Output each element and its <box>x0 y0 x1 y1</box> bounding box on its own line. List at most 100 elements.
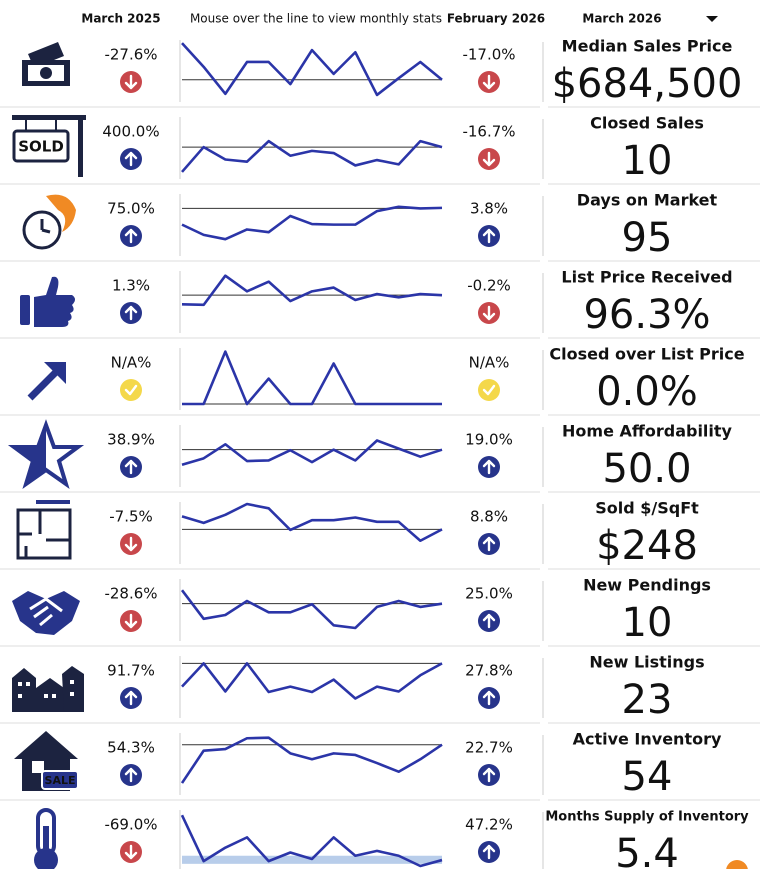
trend-badge-glyph <box>482 305 496 321</box>
trend-badge-glyph <box>124 613 138 629</box>
icon-shape <box>18 682 22 686</box>
change-prev-year: 75.0% <box>107 200 155 218</box>
row-icon <box>16 500 72 560</box>
metric-title: Days on Market <box>577 191 718 210</box>
icon-shape <box>20 295 30 325</box>
change-prev-year: 1.3% <box>112 277 150 295</box>
trend-badge-glyph <box>482 844 496 860</box>
metric-title: Sold $/SqFt <box>595 499 699 518</box>
change-prev-month: -16.7% <box>462 123 515 141</box>
metric-title: Closed Sales <box>590 114 704 133</box>
sparkline[interactable] <box>181 42 443 97</box>
change-prev-month: 19.0% <box>465 431 513 449</box>
icon-shape <box>29 597 63 627</box>
trend-badge-glyph <box>124 305 138 321</box>
metric-value: 96.3% <box>583 292 710 338</box>
trend-badge-glyph <box>124 384 138 396</box>
row-icon <box>27 362 66 401</box>
icon-shape <box>78 115 83 177</box>
metric-title: Home Affordability <box>562 422 733 441</box>
metric-value: $248 <box>596 523 698 569</box>
change-prev-month: 47.2% <box>465 816 513 834</box>
header-note: Mouse over the line to view monthly stat… <box>190 12 442 26</box>
chat-badge[interactable] <box>726 860 748 869</box>
icon-shape: SALE <box>45 774 76 787</box>
dropdown-arrow[interactable] <box>706 16 718 22</box>
icon-shape <box>12 115 86 120</box>
icon-shape <box>44 694 48 698</box>
metric-value: 10 <box>622 138 673 184</box>
trend-badge-glyph <box>482 536 496 552</box>
metric-value: 54 <box>622 754 673 800</box>
icon-shape <box>70 692 74 696</box>
icon-shape <box>14 425 46 484</box>
icon-shape <box>18 694 22 698</box>
icon-shape <box>43 826 49 856</box>
trend-badge-glyph <box>482 74 496 90</box>
metric-value: 23 <box>622 677 673 723</box>
row-icon <box>12 591 80 635</box>
icon-shape <box>41 228 51 234</box>
sparkline[interactable] <box>180 736 443 784</box>
trend-badge-glyph <box>124 844 138 860</box>
icon-shape <box>12 668 36 712</box>
icon-shape <box>12 129 70 163</box>
trend-badge-glyph <box>124 536 138 552</box>
row-icon <box>34 808 58 869</box>
metric-title: Active Inventory <box>573 730 722 749</box>
icon-shape <box>34 848 58 869</box>
icon-shape <box>34 276 75 327</box>
trend-badge-glyph <box>482 767 496 783</box>
change-prev-month: -0.2% <box>467 277 511 295</box>
row-icon <box>22 194 76 250</box>
sparkline[interactable] <box>181 439 443 467</box>
sparkline[interactable] <box>181 274 443 307</box>
change-prev-month: 8.8% <box>470 508 508 526</box>
row-icon: SOLD <box>12 115 86 177</box>
metric-value: $684,500 <box>552 61 743 107</box>
sparkline[interactable] <box>181 662 443 700</box>
trend-badge-glyph <box>124 151 138 167</box>
metric-title: New Pendings <box>583 576 711 595</box>
sparkline[interactable] <box>182 350 442 406</box>
month-select[interactable]: March 2026 <box>582 12 661 26</box>
sparkline[interactable] <box>180 814 443 868</box>
trend-badge-glyph <box>482 384 496 396</box>
trend-badge-glyph <box>124 74 138 90</box>
sparkline[interactable] <box>181 502 443 543</box>
change-prev-month: 25.0% <box>465 585 513 603</box>
change-prev-year: -28.6% <box>104 585 157 603</box>
sparkline[interactable] <box>180 589 443 630</box>
trend-badge-glyph <box>124 228 138 244</box>
metric-title: New Listings <box>589 653 704 672</box>
icon-shape <box>32 761 44 773</box>
change-prev-month: 27.8% <box>465 662 513 680</box>
metric-value: 5.4 <box>615 831 679 869</box>
change-prev-month: -17.0% <box>462 46 515 64</box>
change-prev-year: 38.9% <box>107 431 155 449</box>
change-prev-year: 91.7% <box>107 662 155 680</box>
trend-badge <box>120 379 142 401</box>
change-prev-month: 22.7% <box>465 739 513 757</box>
metric-title: Closed over List Price <box>549 345 744 364</box>
row-icon <box>20 276 75 327</box>
change-prev-year: 400.0% <box>102 123 159 141</box>
metric-value: 95 <box>622 215 673 261</box>
row-icon <box>12 666 84 712</box>
trend-badge-glyph <box>482 613 496 629</box>
metric-value: 50.0 <box>602 446 691 492</box>
sparkline[interactable] <box>181 205 443 241</box>
metric-value: 10 <box>622 600 673 646</box>
icon-shape <box>12 591 80 635</box>
row-icon <box>7 419 85 489</box>
change-prev-year: 54.3% <box>107 739 155 757</box>
trend-badge-glyph <box>482 228 496 244</box>
change-prev-month: 3.8% <box>470 200 508 218</box>
row-icon: SALE <box>14 731 79 791</box>
trend-badge-glyph <box>482 690 496 706</box>
sparkline[interactable] <box>181 139 443 173</box>
metric-title: Median Sales Price <box>562 37 733 56</box>
icon-shape: SOLD <box>18 138 64 156</box>
row-icon <box>22 42 70 86</box>
